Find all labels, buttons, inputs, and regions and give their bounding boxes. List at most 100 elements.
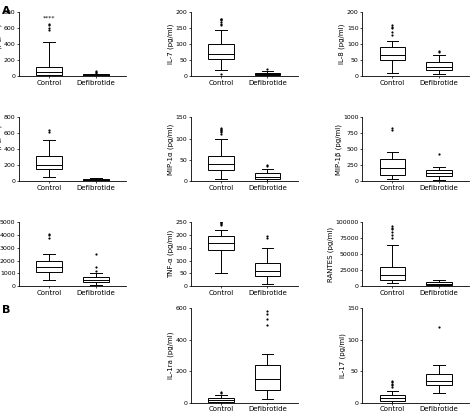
Point (217, 217, 225, 223)
Point (217, 131, 225, 138)
Point (92, 264, 100, 270)
Point (389, 224, 396, 231)
Point (389, 32, 396, 38)
Point (217, 16, 225, 23)
Point (389, 127, 396, 134)
Y-axis label: MCP-1 (pg/ml): MCP-1 (pg/ml) (0, 124, 2, 174)
Point (92, 68, 100, 74)
Point (46, 129, 53, 135)
Bar (208, 398, 234, 402)
Point (92, 268, 100, 274)
Text: B: B (2, 305, 11, 315)
Bar (83, 277, 109, 282)
Point (217, 128, 225, 134)
Point (217, 389, 225, 395)
Point (217, 220, 225, 226)
Point (264, 322, 271, 329)
Point (435, 47, 443, 54)
Point (92, 251, 100, 258)
Bar (208, 237, 234, 251)
Point (389, 124, 396, 131)
Point (264, 234, 271, 241)
Text: ****: **** (43, 15, 55, 20)
Point (264, 308, 271, 315)
Bar (208, 156, 234, 171)
Y-axis label: MIP-1β (pg/ml): MIP-1β (pg/ml) (335, 124, 342, 175)
Bar (36, 67, 62, 75)
Point (389, 28, 396, 35)
Point (217, 129, 225, 136)
Point (217, 125, 225, 132)
Point (46, 234, 53, 241)
Point (264, 233, 271, 240)
Point (92, 68, 100, 75)
Bar (255, 73, 280, 76)
Point (217, 126, 225, 133)
Bar (83, 179, 109, 181)
Point (389, 383, 396, 390)
Point (389, 24, 396, 30)
Bar (255, 365, 280, 390)
Bar (255, 173, 280, 179)
Bar (208, 44, 234, 59)
Bar (380, 395, 405, 400)
Y-axis label: RANTES (pg/ml): RANTES (pg/ml) (328, 227, 334, 282)
Point (217, 222, 225, 228)
Bar (426, 374, 452, 385)
Bar (36, 156, 62, 169)
Point (217, 20, 225, 27)
Point (435, 151, 443, 158)
Bar (380, 267, 405, 280)
Point (217, 22, 225, 29)
Point (217, 219, 225, 225)
Point (217, 17, 225, 24)
Point (46, 232, 53, 239)
Point (217, 71, 225, 78)
Point (46, 231, 53, 237)
Point (217, 219, 225, 226)
Text: A: A (2, 6, 11, 16)
Y-axis label: TNF-α (pg/ml): TNF-α (pg/ml) (167, 230, 174, 278)
Point (264, 311, 271, 318)
Y-axis label: IL-8 (pg/ml): IL-8 (pg/ml) (339, 24, 346, 64)
Point (389, 222, 396, 229)
Point (389, 25, 396, 32)
Point (46, 24, 53, 31)
Point (389, 229, 396, 235)
Point (264, 66, 271, 72)
Bar (36, 261, 62, 272)
Point (389, 382, 396, 388)
Y-axis label: IL-7 (pg/ml): IL-7 (pg/ml) (167, 24, 174, 64)
Point (217, 127, 225, 134)
Point (389, 379, 396, 386)
Point (217, 390, 225, 396)
Y-axis label: IL-17 (pg/ml): IL-17 (pg/ml) (339, 333, 346, 378)
Y-axis label: IL-1ra (pg/ml): IL-1ra (pg/ml) (167, 332, 174, 379)
Bar (426, 170, 452, 176)
Point (217, 217, 225, 224)
Y-axis label: MIP-1α (pg/ml): MIP-1α (pg/ml) (167, 124, 174, 175)
Y-axis label: IL-6 (pg/ml): IL-6 (pg/ml) (0, 24, 2, 64)
Point (46, 27, 53, 33)
Bar (426, 62, 452, 70)
Point (217, 19, 225, 25)
Point (217, 218, 225, 225)
Point (46, 127, 53, 133)
Point (389, 232, 396, 239)
Point (92, 69, 100, 76)
Point (435, 324, 443, 330)
Point (264, 316, 271, 322)
Point (264, 162, 271, 168)
Bar (380, 47, 405, 60)
Point (46, 22, 53, 29)
Point (264, 163, 271, 170)
Point (389, 381, 396, 387)
Bar (255, 263, 280, 276)
Point (217, 220, 225, 227)
Point (389, 377, 396, 384)
Point (435, 49, 443, 56)
Point (389, 22, 396, 29)
Point (46, 20, 53, 27)
Point (389, 225, 396, 232)
Point (217, 15, 225, 22)
